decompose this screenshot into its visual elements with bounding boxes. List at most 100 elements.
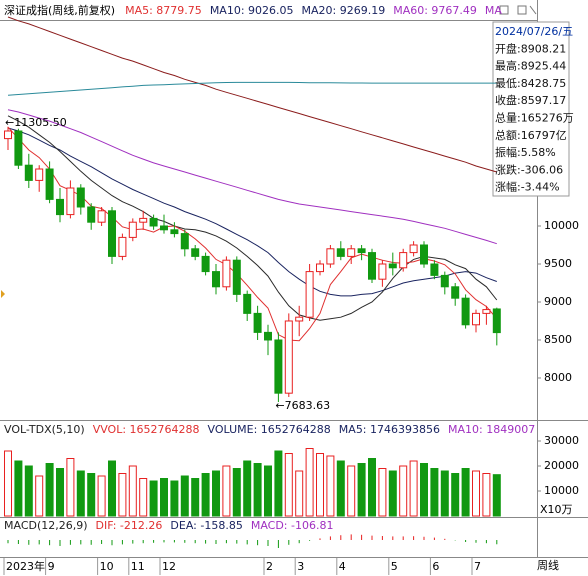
volume-bar: [56, 468, 64, 517]
candle-body: [97, 210, 106, 223]
candle-body: [295, 316, 304, 322]
info-line: 2024/07/26/五: [495, 25, 573, 38]
candle-body: [482, 309, 491, 314]
info-line: 涨幅:-3.44%: [495, 181, 560, 194]
indicator-label: VOLUME: 1652764288: [208, 423, 331, 436]
indicator-label: MA5: 8779.75: [125, 4, 202, 17]
candle-body: [409, 244, 418, 254]
volume-bar: [66, 458, 75, 517]
volume-bar: [305, 448, 314, 517]
volume-bar: [108, 460, 116, 517]
volume-bar: [326, 455, 335, 517]
volume-bar: [492, 474, 501, 517]
volume-bar: [451, 473, 460, 517]
candle-body: [420, 244, 428, 265]
volume-bar: [180, 475, 189, 517]
volume-bar: [347, 465, 356, 517]
volume-bar: [409, 460, 418, 517]
candle-body: [440, 274, 449, 288]
candle-body: [14, 130, 23, 166]
candle-body: [316, 263, 324, 273]
volume-bar: [139, 478, 148, 517]
indicator-label: VVOL: 1652764288: [93, 423, 200, 436]
candle-body: [253, 312, 262, 333]
candle-body: [243, 293, 252, 314]
y-tick-label: 8000: [544, 371, 572, 384]
volume-bar: [232, 468, 241, 517]
x-tick-label: 2023年: [6, 559, 45, 573]
x-tick-label: 3: [297, 560, 304, 573]
volume-bar: [264, 465, 272, 517]
indicator-label: MACD(12,26,9): [4, 519, 88, 532]
candle-body: [461, 297, 470, 326]
volume-bar: [336, 460, 345, 517]
candle-body: [284, 320, 293, 394]
indicator-label: VOL-TDX(5,10): [4, 423, 85, 436]
info-line: 总额:16797亿: [495, 128, 567, 142]
y-tick-label: 10000: [544, 484, 579, 497]
volume-bar: [399, 465, 408, 517]
indicator-label: DEA: -158.85: [170, 519, 242, 532]
candle-body: [305, 271, 314, 318]
volume-bar: [295, 470, 304, 517]
x-tick-label: 7: [474, 560, 481, 573]
candle-body: [45, 168, 54, 200]
period-label: 周线: [537, 558, 559, 572]
candle-body: [4, 130, 12, 140]
volume-bar: [170, 480, 179, 517]
candle-body: [399, 252, 408, 269]
info-line: 最低:8428.75: [495, 77, 566, 90]
chart-title: 深证成指(周线,前复权): [4, 3, 115, 17]
info-line: 开盘:8908.21: [495, 41, 566, 55]
volume-bar: [4, 450, 12, 517]
indicator-label: MA10: 1849007: [448, 423, 535, 436]
y-tick-label: 30000: [544, 434, 579, 447]
moving-average-line: [7, 16, 497, 173]
volume-bar: [24, 465, 33, 517]
toolbar-icons[interactable]: [499, 5, 537, 15]
moving-average-line: [7, 115, 498, 321]
x-tick-label: 2: [266, 560, 273, 573]
candle-body: [128, 221, 137, 238]
candle-body: [170, 229, 179, 235]
indicator-label: MA60: 9767.49: [393, 4, 477, 17]
volume-bar: [45, 463, 54, 517]
candle-body: [108, 210, 116, 257]
indicator-label: MA: [485, 4, 502, 17]
volume-bar: [482, 473, 491, 517]
info-box: [492, 21, 570, 197]
candle-body: [232, 259, 241, 295]
moving-average-line: [7, 127, 497, 297]
panel-marker: [1, 290, 5, 298]
candle-body: [274, 339, 283, 394]
info-line: 涨跌:-306.06: [495, 162, 563, 176]
volume-bar: [243, 460, 252, 517]
x-tick-label: 12: [162, 560, 176, 573]
volume-unit: X10万: [540, 503, 573, 516]
moving-average-line: [7, 109, 497, 245]
volume-bar: [97, 475, 106, 517]
price-annotation: ←7683.63: [275, 399, 330, 412]
candle-body: [357, 248, 366, 254]
volume-bar: [128, 465, 137, 517]
y-tick-label: 9500: [544, 257, 572, 270]
candle-body: [35, 168, 44, 181]
candle-body: [368, 252, 376, 280]
moving-average-line: [7, 126, 498, 342]
volume-bar: [368, 458, 376, 517]
y-tick-label: 20000: [544, 459, 579, 472]
volume-bar: [212, 470, 220, 517]
y-tick-label: 8500: [544, 333, 572, 346]
y-tick-label: 10000: [544, 219, 579, 232]
volume-bar: [35, 475, 44, 517]
candle-body: [76, 187, 85, 208]
candle-body: [430, 263, 439, 276]
candle-body: [472, 312, 480, 326]
info-line: 最高:8925.44: [495, 59, 566, 73]
candle-body: [388, 263, 397, 269]
x-tick-label: 10: [100, 560, 114, 573]
info-line: 总量:165276万: [495, 111, 574, 125]
x-tick-label: 6: [432, 560, 439, 573]
x-tick-label: 5: [391, 560, 398, 573]
